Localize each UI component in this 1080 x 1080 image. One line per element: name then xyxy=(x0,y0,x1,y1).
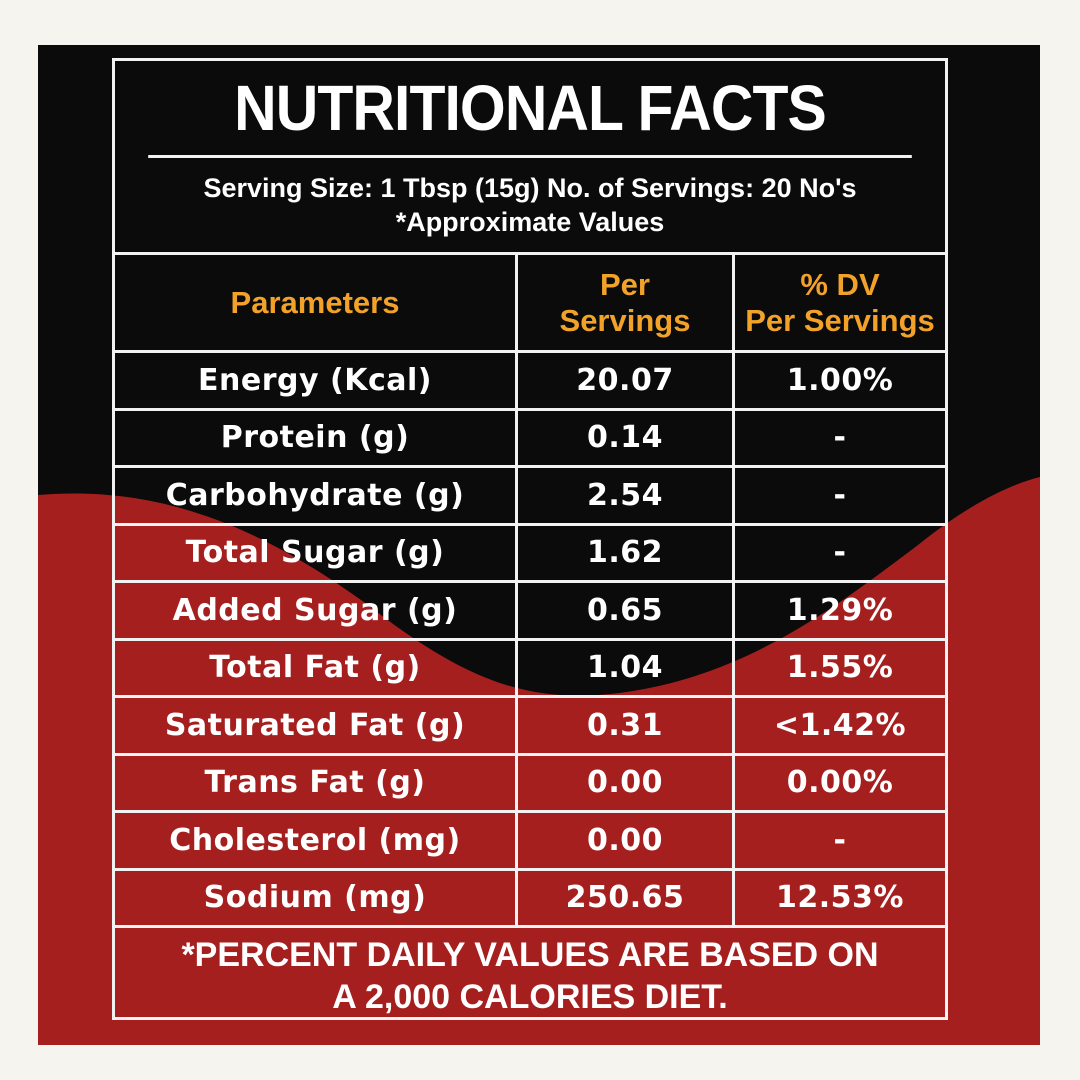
per-serving-cell: 0.65 xyxy=(518,583,735,638)
dv-cell: - xyxy=(833,535,847,571)
dv-cell: - xyxy=(833,477,847,513)
per-serving-cell: 2.54 xyxy=(518,468,735,523)
dv-cell: 0.00% xyxy=(786,765,894,801)
table-row: Total Fat (g) 1.04 1.55% xyxy=(115,640,945,698)
per-serving-cell: 0.00 xyxy=(518,813,735,868)
header-row: Parameters Per Servings % DV Per Serving… xyxy=(115,255,945,353)
parameter-cell: Added Sugar (g) xyxy=(115,583,518,638)
per-serving-cell: 1.04 xyxy=(518,640,735,695)
parameter-cell: Protein (g) xyxy=(115,410,518,465)
footer-note: *PERCENT DAILY VALUES ARE BASED ON A 2,0… xyxy=(115,928,945,1023)
per-serving-cell: 250.65 xyxy=(518,870,735,925)
dv-cell: - xyxy=(833,822,847,858)
nutrition-panel xyxy=(38,45,1040,1045)
header-parameters: Parameters xyxy=(115,255,518,350)
dv-cell: 12.53% xyxy=(776,880,904,916)
nutrition-table: NUTRITIONAL FACTS Serving Size: 1 Tbsp (… xyxy=(112,58,948,1020)
dv-cell: 1.00% xyxy=(786,362,894,398)
dv-cell: 1.29% xyxy=(786,592,894,628)
parameter-cell: Saturated Fat (g) xyxy=(115,698,518,753)
per-serving-cell: 20.07 xyxy=(518,353,735,408)
table-row: Added Sugar (g) 0.65 1.29% xyxy=(115,583,945,641)
per-serving-cell: 1.62 xyxy=(518,525,735,580)
serving-info: Serving Size: 1 Tbsp (15g) No. of Servin… xyxy=(115,158,945,255)
header-per-servings-line1: Per xyxy=(600,266,650,302)
footer-line2: A 2,000 CALORIES DIET. xyxy=(332,977,728,1016)
footer-line1: *PERCENT DAILY VALUES ARE BASED ON xyxy=(181,935,879,974)
dv-cell: <1.42% xyxy=(773,707,907,743)
table-row: Saturated Fat (g) 0.31 <1.42% xyxy=(115,698,945,756)
parameter-cell: Trans Fat (g) xyxy=(115,755,518,810)
dv-cell: 1.55% xyxy=(786,650,894,686)
red-wave-background xyxy=(38,477,1040,1045)
approximate-note: *Approximate Values xyxy=(395,207,665,237)
parameter-cell: Energy (Kcal) xyxy=(115,353,518,408)
header-dv-line2: Per Servings xyxy=(745,302,935,338)
dv-cell: - xyxy=(833,420,847,456)
table-row: Total Sugar (g) 1.62 - xyxy=(115,525,945,583)
parameter-cell: Carbohydrate (g) xyxy=(115,468,518,523)
table-row: Energy (Kcal) 20.07 1.00% xyxy=(115,353,945,411)
table-title: NUTRITIONAL FACTS xyxy=(148,61,912,158)
header-dv-line1: % DV xyxy=(800,266,880,302)
parameter-cell: Sodium (mg) xyxy=(115,870,518,925)
table-row: Cholesterol (mg) 0.00 - xyxy=(115,813,945,871)
per-serving-cell: 0.31 xyxy=(518,698,735,753)
table-row: Carbohydrate (g) 2.54 - xyxy=(115,468,945,526)
table-row: Trans Fat (g) 0.00 0.00% xyxy=(115,755,945,813)
parameter-cell: Total Fat (g) xyxy=(115,640,518,695)
header-dv: % DV Per Servings xyxy=(735,255,945,350)
serving-size: Serving Size: 1 Tbsp (15g) No. of Servin… xyxy=(203,173,857,203)
header-per-servings: Per Servings xyxy=(518,255,735,350)
table-row: Protein (g) 0.14 - xyxy=(115,410,945,468)
per-serving-cell: 0.14 xyxy=(518,410,735,465)
per-serving-cell: 0.00 xyxy=(518,755,735,810)
parameter-cell: Cholesterol (mg) xyxy=(115,813,518,868)
table-row: Sodium (mg) 250.65 12.53% xyxy=(115,870,945,928)
parameter-cell: Total Sugar (g) xyxy=(115,525,518,580)
header-per-servings-line2: Servings xyxy=(559,302,691,338)
